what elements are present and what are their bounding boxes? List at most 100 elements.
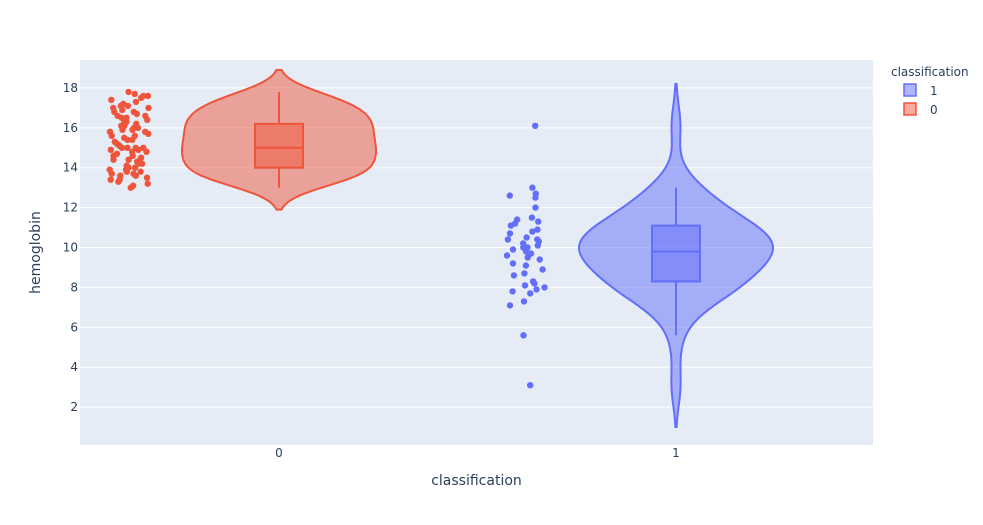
y-tick-labels: 2 4 6 8 10 12 14 16 18 <box>63 81 78 414</box>
point-1-37 <box>533 286 540 293</box>
point-0-63 <box>116 176 123 183</box>
point-1-0 <box>532 122 539 129</box>
point-1-16 <box>504 236 512 243</box>
point-0-71 <box>134 160 142 167</box>
y-tick-8: 8 <box>70 280 78 294</box>
y-axis-title: hemoglobin <box>28 211 44 294</box>
point-0-1 <box>131 90 138 98</box>
point-1-30 <box>539 266 546 273</box>
y-tick-14: 14 <box>63 161 78 175</box>
point-1-31 <box>521 270 528 277</box>
point-0-37 <box>137 154 145 161</box>
legend-item-1[interactable]: 1 <box>903 83 938 98</box>
point-0-64 <box>140 92 147 100</box>
point-1-3 <box>506 192 513 199</box>
point-0-68 <box>123 168 130 175</box>
point-0-69 <box>134 124 142 131</box>
point-0-74 <box>129 126 136 133</box>
y-tick-10: 10 <box>63 241 78 255</box>
point-0-67 <box>129 152 136 159</box>
point-1-5 <box>532 204 539 211</box>
point-0-51 <box>144 180 151 187</box>
point-1-43 <box>527 382 534 389</box>
point-0-59 <box>135 146 142 153</box>
legend: classification 1 0 <box>891 65 969 117</box>
point-0-26 <box>129 136 136 143</box>
point-1-29 <box>522 262 530 269</box>
point-1-39 <box>527 290 534 297</box>
point-0-48 <box>143 174 151 181</box>
point-0-65 <box>142 112 149 120</box>
point-0-6 <box>124 102 132 110</box>
legend-swatch-0 <box>903 102 917 116</box>
point-0-4 <box>108 96 115 104</box>
y-tick-2: 2 <box>70 400 78 414</box>
point-1-8 <box>535 218 542 225</box>
point-1-27 <box>536 256 543 263</box>
point-0-57 <box>142 128 149 135</box>
point-1-19 <box>534 242 541 249</box>
point-0-73 <box>117 102 125 110</box>
point-0-60 <box>125 156 132 163</box>
point-1-26 <box>524 254 531 261</box>
point-1-34 <box>531 280 538 287</box>
point-0-58 <box>124 136 131 143</box>
data-points <box>106 88 548 389</box>
point-1-38 <box>509 288 516 295</box>
point-1-28 <box>509 260 517 267</box>
y-tick-6: 6 <box>70 320 78 334</box>
violins <box>181 69 775 428</box>
point-1-14 <box>523 234 530 241</box>
point-1-36 <box>541 284 548 291</box>
point-1-6 <box>528 214 536 221</box>
point-0-53 <box>127 184 134 191</box>
point-1-12 <box>529 228 536 235</box>
point-0-72 <box>108 170 115 177</box>
box-1 <box>651 224 701 283</box>
point-0-49 <box>107 176 114 183</box>
point-0-54 <box>132 98 140 106</box>
point-1-41 <box>506 302 514 309</box>
point-0-2 <box>144 92 152 100</box>
point-1-40 <box>520 298 528 305</box>
x-axis-title: classification <box>431 473 522 489</box>
x-tick-0: 0 <box>275 446 283 460</box>
point-0-38 <box>110 156 117 163</box>
point-0-21 <box>119 126 126 133</box>
point-1-4 <box>532 194 539 201</box>
point-0-33 <box>107 146 115 153</box>
point-1-11 <box>534 226 541 233</box>
x-tick-1: 1 <box>672 446 680 460</box>
point-1-22 <box>509 246 517 253</box>
legend-label-1: 1 <box>930 84 938 98</box>
point-1-13 <box>506 230 514 237</box>
point-1-1 <box>529 184 536 191</box>
legend-swatch-1 <box>903 83 917 97</box>
point-1-10 <box>507 222 515 229</box>
point-0-31 <box>118 144 126 151</box>
point-0-56 <box>123 118 130 126</box>
y-tick-18: 18 <box>63 81 78 95</box>
point-0-47 <box>132 172 139 179</box>
y-tick-16: 16 <box>63 121 78 135</box>
point-0-70 <box>124 144 131 151</box>
point-0-66 <box>108 132 115 139</box>
y-tick-12: 12 <box>63 201 78 215</box>
point-0-0 <box>125 88 132 96</box>
point-0-11 <box>133 110 140 118</box>
point-0-55 <box>111 108 118 116</box>
legend-label-0: 0 <box>930 103 938 117</box>
point-1-35 <box>521 282 529 289</box>
point-0-8 <box>145 104 152 112</box>
point-1-25 <box>503 252 511 259</box>
point-0-75 <box>143 148 150 155</box>
box-0 <box>254 122 304 169</box>
legend-title: classification <box>891 65 969 79</box>
point-1-23 <box>522 248 530 255</box>
y-tick-4: 4 <box>70 360 78 374</box>
point-1-42 <box>520 332 527 339</box>
point-0-45 <box>137 168 144 175</box>
legend-item-0[interactable]: 0 <box>903 102 938 117</box>
